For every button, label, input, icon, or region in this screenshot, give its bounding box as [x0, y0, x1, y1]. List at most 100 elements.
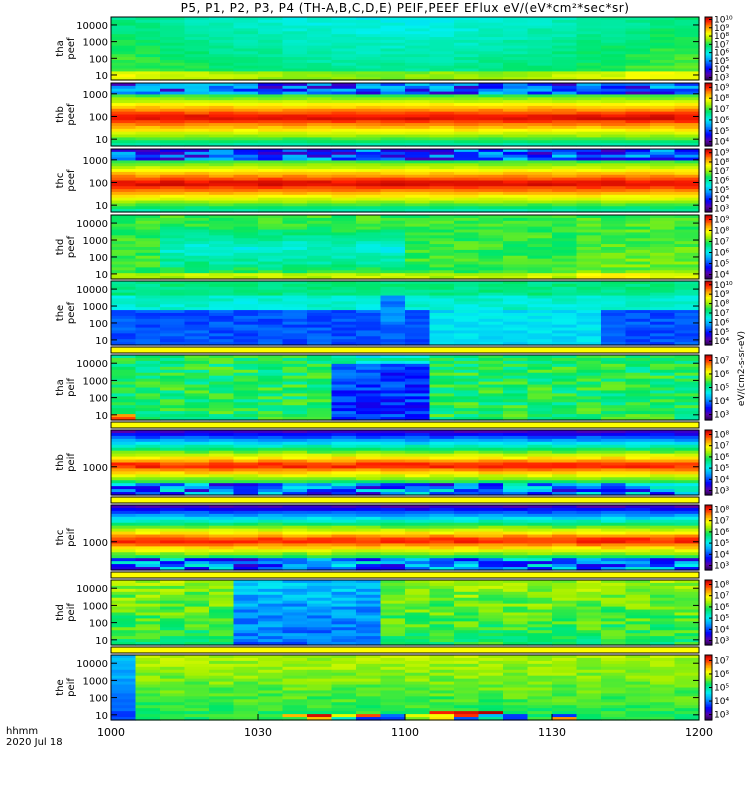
heatmap-cell [454, 540, 480, 544]
heatmap-cell [674, 143, 700, 147]
heatmap-cell [282, 580, 308, 584]
heatmap-cell [331, 603, 357, 608]
heatmap-cell [454, 489, 480, 493]
heatmap-cell [135, 276, 161, 280]
heatmap-cell [650, 255, 676, 260]
heatmap-cell [674, 483, 700, 487]
heatmap-cell [503, 471, 529, 475]
heatmap-cell [135, 289, 161, 294]
heatmap-cell [307, 459, 333, 464]
heatmap-cell [576, 34, 602, 38]
heatmap-cell [674, 516, 700, 521]
heatmap-cell [674, 117, 700, 121]
colorbar-swatch [705, 522, 712, 526]
heatmap-cell [307, 378, 333, 383]
heatmap-cell [135, 283, 161, 288]
colorbar-swatch [705, 116, 712, 119]
heatmap-cell [209, 552, 235, 556]
heatmap-cell [454, 516, 480, 521]
heatmap-cell [184, 468, 210, 472]
heatmap-cell [380, 51, 406, 55]
heatmap-cell [233, 71, 259, 75]
heatmap-cell [650, 468, 676, 472]
heatmap-cell [356, 507, 382, 512]
heatmap-cell [307, 191, 333, 196]
colorbar-swatch [705, 369, 712, 372]
heatmap-cell [674, 149, 700, 153]
heatmap-cell [576, 88, 602, 93]
heatmap-cell [307, 585, 333, 590]
heatmap-cell [601, 267, 627, 271]
heatmap-cell [527, 238, 553, 242]
heatmap-cell [429, 215, 455, 219]
heatmap-cell [160, 238, 186, 242]
heatmap-cell [576, 134, 602, 139]
heatmap-cell [282, 474, 308, 478]
heatmap-cell [233, 249, 259, 254]
heatmap-cell [160, 249, 186, 254]
heatmap-cell [233, 54, 259, 58]
heatmap-cell [503, 19, 529, 24]
colorbar-swatch [705, 263, 712, 266]
heatmap-cell [478, 54, 504, 58]
heatmap-cell [282, 83, 308, 87]
heatmap-cell [625, 226, 651, 231]
heatmap-cell [209, 264, 235, 268]
heatmap-cell [331, 432, 357, 437]
heatmap-cell [429, 88, 455, 93]
heatmap-cell [233, 232, 259, 236]
heatmap-cell [209, 588, 235, 593]
heatmap-cell [135, 363, 161, 368]
heatmap-cell [405, 235, 431, 239]
heatmap-cell [527, 567, 553, 571]
heatmap-cell [429, 238, 455, 242]
colorbar-swatch [705, 105, 712, 108]
colorbar-swatch [705, 245, 712, 248]
heatmap-cell [160, 492, 186, 496]
heatmap-cell [650, 295, 676, 300]
heatmap-cell [184, 140, 210, 144]
heatmap-cell [331, 241, 357, 245]
heatmap-cell [625, 241, 651, 245]
heatmap-cell [307, 292, 333, 297]
heatmap-cell [650, 34, 676, 38]
heatmap-cell [503, 435, 529, 440]
heatmap-cell [650, 298, 676, 302]
colorbar-swatch [705, 444, 712, 447]
heatmap-cell [601, 151, 627, 156]
heatmap-cell [527, 191, 553, 196]
heatmap-cell [233, 128, 259, 133]
heatmap-cell [356, 537, 382, 542]
heatmap-cell [650, 480, 676, 484]
heatmap-cell [478, 37, 504, 41]
heatmap-cell [135, 169, 161, 173]
heatmap-cell [650, 459, 676, 464]
heatmap-cell [356, 489, 382, 493]
heatmap-cell [503, 57, 529, 61]
heatmap-cell [282, 432, 308, 437]
heatmap-cell [625, 516, 651, 521]
heatmap-cell [282, 621, 308, 625]
colorbar-swatch [705, 131, 712, 134]
heatmap-cell [160, 149, 186, 153]
heatmap-cell [478, 258, 504, 263]
heatmap-cell [527, 57, 553, 61]
heatmap-cell [307, 310, 333, 314]
heatmap-cell [258, 552, 284, 556]
colorbar-swatch [705, 508, 712, 511]
heatmap-cell [503, 375, 529, 380]
heatmap-cell [209, 273, 235, 277]
heatmap-cell [135, 244, 161, 248]
heatmap-cell [111, 71, 137, 75]
heatmap-cell [405, 183, 431, 187]
colorbar-swatch [705, 160, 712, 163]
heatmap-cell [674, 59, 700, 64]
heatmap-cell [356, 151, 382, 156]
heatmap-cell [160, 528, 186, 533]
heatmap-cell [380, 157, 406, 162]
colorbar-swatch [705, 271, 712, 274]
heatmap-cell [307, 25, 333, 30]
colorbar-swatch [705, 125, 712, 128]
heatmap-cell [233, 283, 259, 288]
heatmap-cell [356, 534, 382, 539]
